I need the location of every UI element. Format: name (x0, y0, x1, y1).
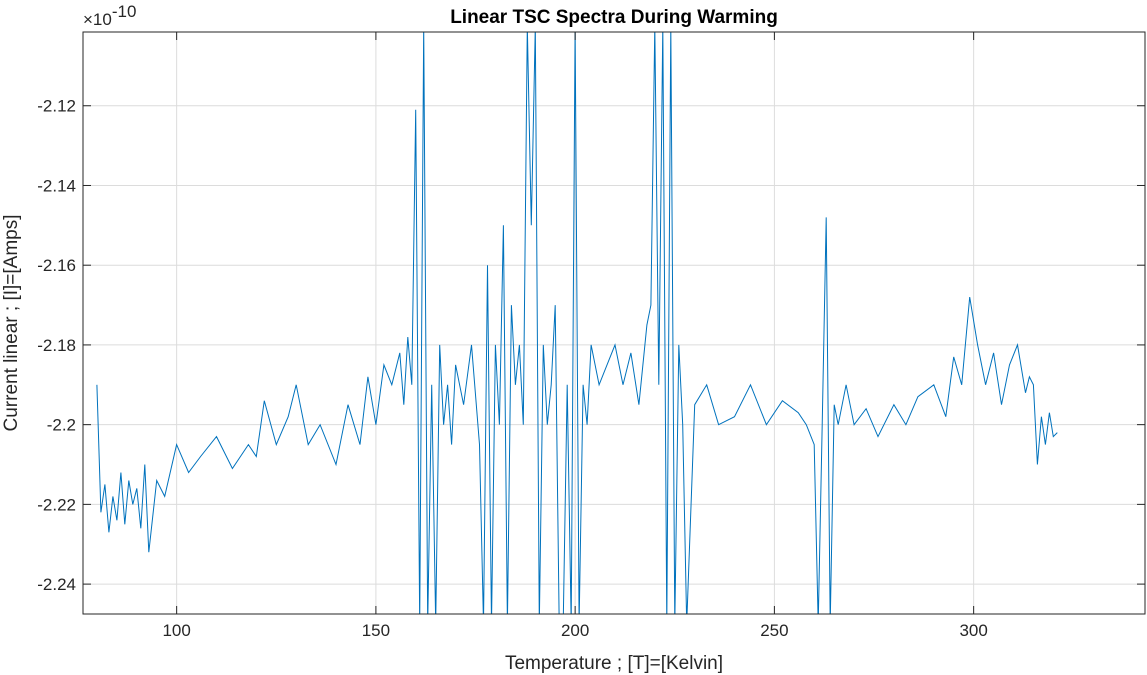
x-tick-label: 100 (162, 621, 190, 640)
plot-area (83, 32, 1145, 614)
x-tick-labels: 100 150 200 250 300 (162, 621, 987, 640)
y-tick-label: -2.18 (37, 336, 76, 355)
plot-border (82, 31, 1146, 615)
x-tick-label: 250 (760, 621, 788, 640)
grid-lines (83, 32, 1145, 614)
data-series-line (96, 32, 1058, 614)
x-tick-label: 200 (561, 621, 589, 640)
x-tick-label: 300 (959, 621, 987, 640)
y-tick-label: -2.22 (37, 495, 76, 514)
x-tick-label: 150 (362, 621, 390, 640)
y-tick-label: -2.16 (37, 256, 76, 275)
y-exponent-label: ×10-10 (83, 2, 136, 29)
y-axis-title: Current linear ; [I]=[Amps] (1, 215, 22, 432)
y-tick-labels: -2.24 -2.22 -2.2 -2.18 -2.16 -2.14 -2.12 (37, 97, 76, 594)
x-axis-title: Temperature ; [T]=[Kelvin] (505, 653, 723, 674)
axis-ticks (83, 32, 1145, 614)
y-tick-label: -2.24 (37, 575, 76, 594)
chart-title: Linear TSC Spectra During Warming (450, 7, 778, 28)
y-tick-label: -2.14 (37, 176, 76, 195)
y-tick-label: -2.2 (47, 416, 76, 435)
y-tick-label: -2.12 (37, 97, 76, 116)
